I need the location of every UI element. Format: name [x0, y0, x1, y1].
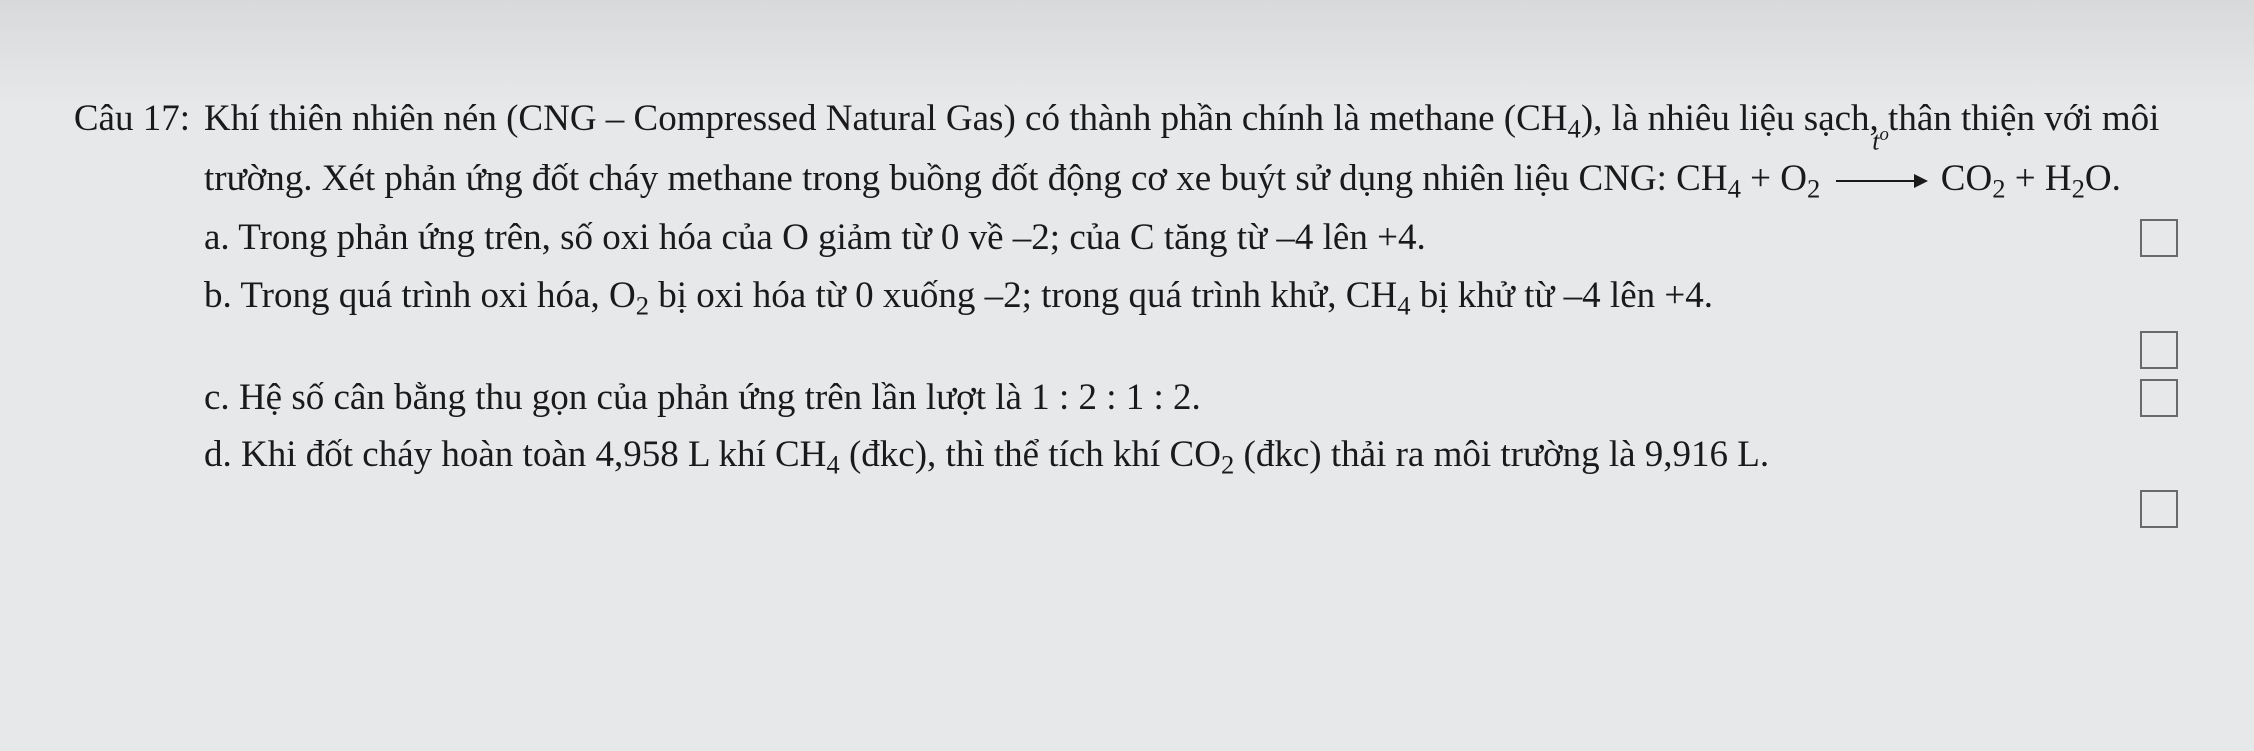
b-t2: bị oxi hóa từ 0 xuống –2; trong quá trìn… — [649, 275, 1397, 316]
statement-a: a. Trong phản ứng trên, số oxi hóa của O… — [204, 209, 2178, 266]
label-d: d. — [204, 434, 232, 475]
arrow-label: to — [1830, 120, 1932, 162]
b-t3: bị khử từ –4 lên +4. — [1411, 275, 1714, 316]
checkbox-c[interactable] — [2140, 379, 2178, 417]
eq-o2-sub: 2 — [1807, 173, 1820, 203]
label-a: a. — [204, 217, 230, 258]
statement-c-text: c. Hệ số cân bằng thu gọn của phản ứng t… — [204, 369, 2122, 426]
statement-d: d. Khi đốt cháy hoàn toàn 4,958 L khí CH… — [204, 426, 2178, 528]
b-t1: Trong quá trình oxi hóa, O — [232, 275, 636, 316]
label-c: c. — [204, 377, 230, 418]
statement-c: c. Hệ số cân bằng thu gọn của phản ứng t… — [204, 369, 2178, 426]
d-t2: (đkc), thì thể tích khí CO — [840, 434, 1221, 475]
eq-h2o-o: O. — [2085, 158, 2121, 199]
eq-h2o-sub: 2 — [2072, 173, 2085, 203]
arrow-o: o — [1879, 124, 1888, 145]
eq-plus-1: + O — [1741, 158, 1807, 199]
checkbox-b[interactable] — [2140, 331, 2178, 369]
b-o2-sub: 2 — [636, 290, 649, 320]
statement-b: b. Trong quá trình oxi hóa, O2 bị oxi hó… — [204, 267, 2178, 369]
question-17: Câu 17: Khí thiên nhiên nén (CNG – Compr… — [20, 90, 2214, 528]
b-ch4-sub: 4 — [1397, 290, 1410, 320]
ch4-subscript: 4 — [1568, 113, 1581, 143]
statement-b-text: b. Trong quá trình oxi hóa, O2 bị oxi hó… — [204, 267, 2122, 327]
text-c: Hệ số cân bằng thu gọn của phản ứng trên… — [230, 377, 1201, 418]
checkbox-d[interactable] — [2140, 490, 2178, 528]
statement-a-text: a. Trong phản ứng trên, số oxi hóa của O… — [204, 209, 2122, 266]
d-t3: (đkc) thải ra môi trường là 9,916 L. — [1234, 434, 1769, 475]
d-t1: Khi đốt cháy hoàn toàn 4,958 L khí CH — [232, 434, 827, 475]
intro-text-1: Khí thiên nhiên nén (CNG – Compressed Na… — [204, 98, 1568, 139]
eq-co2: CO — [1941, 158, 1992, 199]
question-intro: Khí thiên nhiên nén (CNG – Compressed Na… — [204, 90, 2178, 209]
reaction-arrow: to — [1830, 150, 1932, 207]
question-number: Câu 17: — [20, 90, 204, 528]
eq-ch4-sub: 4 — [1728, 173, 1741, 203]
text-a: Trong phản ứng trên, số oxi hóa của O gi… — [230, 217, 1426, 258]
statement-d-text: d. Khi đốt cháy hoàn toàn 4,958 L khí CH… — [204, 426, 2122, 486]
d-co2-sub: 2 — [1221, 450, 1234, 480]
page-container: Câu 17: Khí thiên nhiên nén (CNG – Compr… — [0, 0, 2254, 751]
question-body: Khí thiên nhiên nén (CNG – Compressed Na… — [204, 90, 2214, 528]
arrow-line — [1836, 180, 1926, 182]
label-b: b. — [204, 275, 232, 316]
d-ch4-sub: 4 — [826, 450, 839, 480]
eq-plus-2: + H — [2006, 158, 2072, 199]
checkbox-a[interactable] — [2140, 219, 2178, 257]
eq-co2-sub: 2 — [1992, 173, 2005, 203]
